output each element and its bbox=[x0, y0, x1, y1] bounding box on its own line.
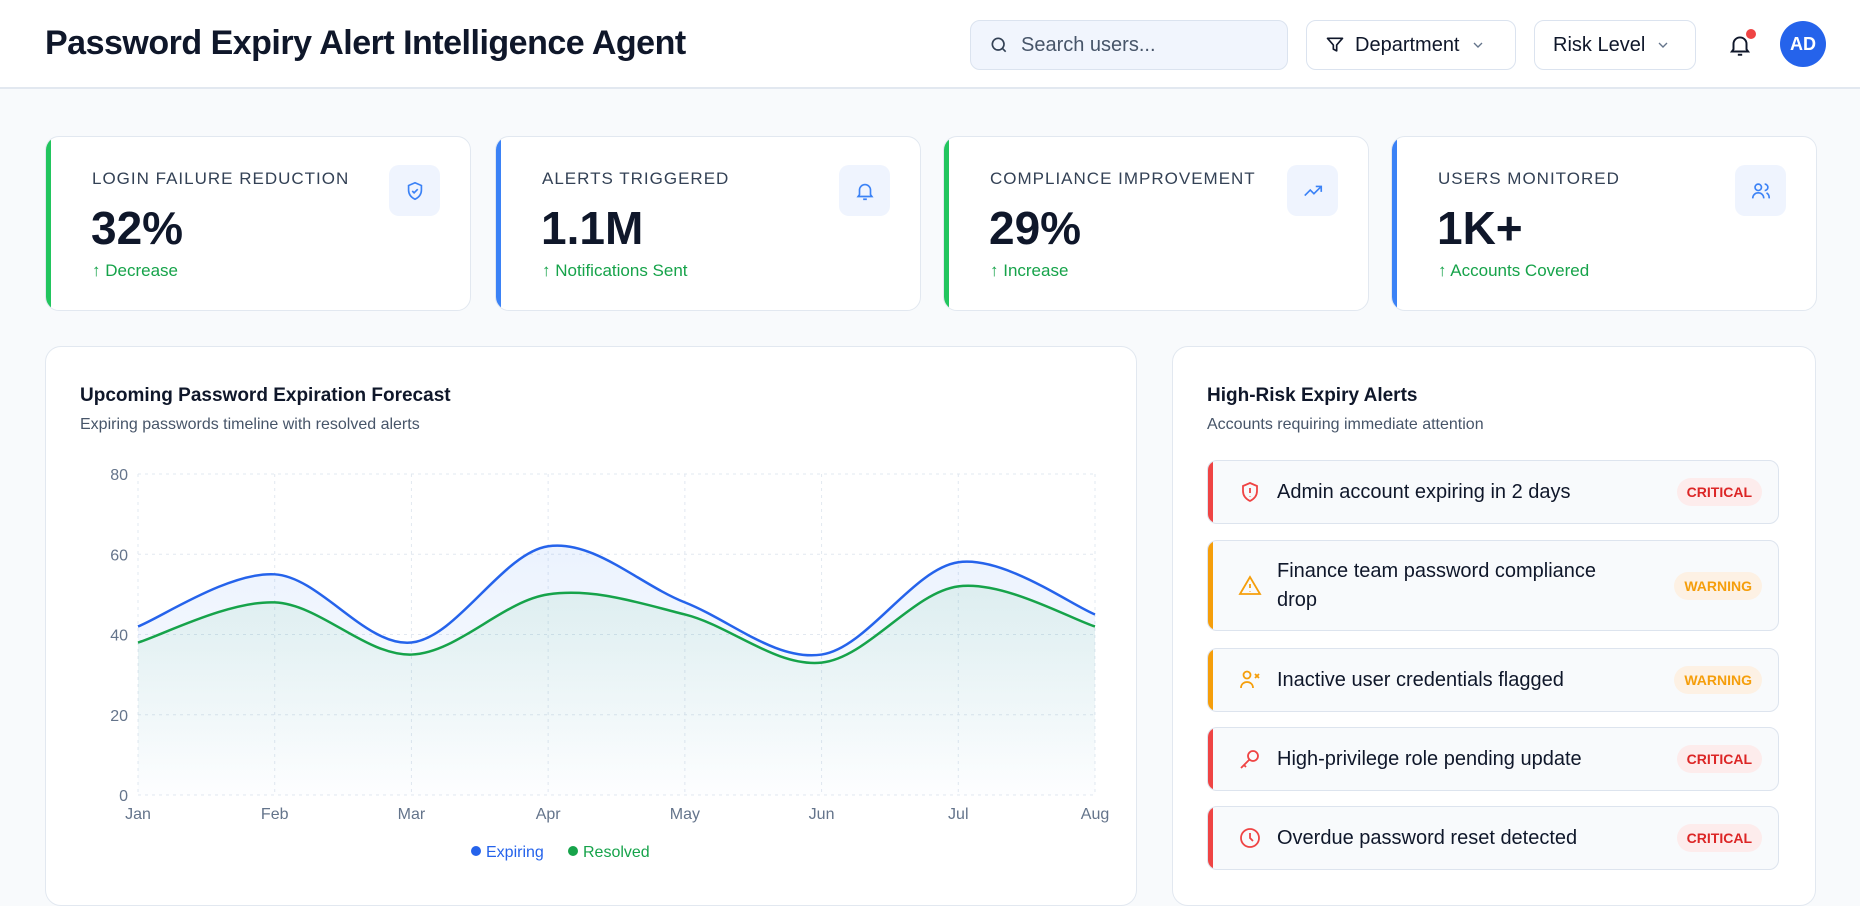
alerts-subtitle: Accounts requiring immediate attention bbox=[1207, 416, 1484, 433]
filter-icon bbox=[1326, 37, 1344, 52]
severity-bar bbox=[1208, 728, 1213, 790]
severity-badge: CRITICAL bbox=[1676, 745, 1762, 773]
alert-text: Overdue password reset detected bbox=[1277, 826, 1578, 849]
legend-label-resolved: Resolved bbox=[583, 844, 650, 861]
users-icon bbox=[1735, 165, 1786, 216]
warning-triangle-icon bbox=[1238, 574, 1262, 595]
page-title: Password Expiry Alert Intelligence Agent bbox=[45, 24, 686, 62]
x-tick-label: Jan bbox=[125, 806, 151, 823]
forecast-panel: Upcoming Password Expiration Forecast Ex… bbox=[45, 346, 1137, 906]
clock-icon bbox=[1240, 828, 1260, 848]
alerts-panel: High-Risk Expiry Alerts Accounts requiri… bbox=[1172, 346, 1816, 906]
kpi-card-users-monitored: USERS MONITORED 1K+ ↑ Accounts Covered bbox=[1391, 136, 1817, 311]
kpi-label: USERS MONITORED bbox=[1438, 169, 1620, 188]
kpi-card-alerts-triggered: ALERTS TRIGGERED 1.1M ↑ Notifications Se… bbox=[495, 136, 921, 311]
risk-level-label: Risk Level bbox=[1553, 33, 1646, 56]
alert-item[interactable]: Overdue password reset detected CRITICAL bbox=[1207, 806, 1779, 870]
search-icon bbox=[991, 37, 1007, 53]
legend-marker-expiring bbox=[471, 846, 481, 856]
y-tick-label: 20 bbox=[110, 708, 128, 725]
alert-item[interactable]: Finance team password compliance drop WA… bbox=[1207, 540, 1779, 631]
notification-bell-icon[interactable] bbox=[1727, 32, 1753, 58]
kpi-label: LOGIN FAILURE REDUCTION bbox=[92, 169, 350, 188]
search-box[interactable] bbox=[970, 20, 1288, 70]
avatar[interactable]: AD bbox=[1780, 21, 1826, 67]
x-tick-label: Apr bbox=[536, 806, 562, 823]
chevron-down-icon bbox=[1658, 42, 1668, 48]
area-resolved bbox=[138, 585, 1095, 795]
kpi-value: 32% bbox=[91, 202, 184, 254]
severity-badge: CRITICAL bbox=[1676, 478, 1762, 506]
risk-level-filter[interactable]: Risk Level bbox=[1534, 20, 1696, 70]
kpi-value: 1.1M bbox=[541, 202, 644, 254]
severity-badge: WARNING bbox=[1674, 666, 1762, 694]
y-tick-label: 0 bbox=[119, 788, 128, 805]
severity-badge: CRITICAL bbox=[1676, 824, 1762, 852]
kpi-card-login-failure: LOGIN FAILURE REDUCTION 32% ↑ Decrease bbox=[45, 136, 471, 311]
user-x-icon bbox=[1240, 670, 1260, 689]
department-label: Department bbox=[1355, 33, 1460, 56]
alert-item[interactable]: Inactive user credentials flagged WARNIN… bbox=[1207, 648, 1779, 712]
alert-item[interactable]: High-privilege role pending update CRITI… bbox=[1207, 727, 1779, 791]
department-filter[interactable]: Department bbox=[1306, 20, 1516, 70]
severity-bar bbox=[1208, 649, 1213, 711]
chart-legend: Expiring Resolved bbox=[471, 844, 650, 861]
severity-bar bbox=[1208, 461, 1213, 523]
kpi-value: 1K+ bbox=[1437, 202, 1523, 254]
x-tick-label: Aug bbox=[1081, 806, 1109, 823]
shield-check-icon bbox=[389, 165, 440, 216]
alert-text: High-privilege role pending update bbox=[1277, 747, 1582, 770]
search-input[interactable] bbox=[1021, 33, 1261, 57]
chevron-down-icon bbox=[1473, 42, 1482, 48]
alert-text: Inactive user credentials flagged bbox=[1277, 668, 1564, 691]
y-tick-label: 60 bbox=[110, 547, 128, 564]
kpi-trend: ↑ Decrease bbox=[92, 261, 178, 280]
alert-item[interactable]: Admin account expiring in 2 days CRITICA… bbox=[1207, 460, 1779, 524]
forecast-chart: 0 20 40 60 80 Jan Feb Mar Apr May Jun Jul Aug Expiri… bbox=[110, 467, 1109, 861]
forecast-title: Upcoming Password Expiration Forecast bbox=[80, 385, 451, 406]
severity-bar bbox=[1208, 807, 1213, 869]
kpi-trend: ↑ Increase bbox=[990, 261, 1069, 280]
accent-bar bbox=[46, 137, 51, 310]
accent-bar bbox=[1392, 137, 1397, 310]
kpi-trend: ↑ Notifications Sent bbox=[542, 261, 688, 280]
line-expiring bbox=[137, 544, 1096, 657]
x-tick-label: Jul bbox=[948, 806, 968, 823]
bell-icon bbox=[839, 165, 890, 216]
legend-label-expiring: Expiring bbox=[486, 844, 544, 861]
kpi-value: 29% bbox=[989, 202, 1082, 254]
line-resolved bbox=[137, 584, 1096, 665]
x-tick-label: Jun bbox=[809, 806, 835, 823]
forecast-subtitle: Expiring passwords timeline with resolve… bbox=[80, 416, 420, 433]
top-header: Password Expiry Alert Intelligence Agent… bbox=[0, 0, 1860, 89]
x-tick-label: Mar bbox=[398, 806, 426, 823]
alert-text: Finance team password compliance drop bbox=[1277, 559, 1597, 611]
kpi-label: COMPLIANCE IMPROVEMENT bbox=[990, 169, 1256, 188]
kpi-label: ALERTS TRIGGERED bbox=[542, 169, 730, 188]
notification-dot bbox=[1746, 29, 1756, 39]
trending-up-icon bbox=[1287, 165, 1338, 216]
alerts-title: High-Risk Expiry Alerts bbox=[1207, 385, 1418, 406]
shield-alert-icon bbox=[1242, 482, 1258, 503]
x-tick-label: May bbox=[670, 806, 700, 823]
severity-badge: WARNING bbox=[1674, 571, 1762, 600]
y-tick-label: 40 bbox=[110, 628, 128, 645]
key-icon bbox=[1240, 750, 1259, 769]
kpi-card-compliance: COMPLIANCE IMPROVEMENT 29% ↑ Increase bbox=[943, 136, 1369, 311]
legend-marker-resolved bbox=[568, 846, 578, 856]
alert-text: Admin account expiring in 2 days bbox=[1277, 480, 1571, 503]
severity-bar bbox=[1208, 541, 1213, 630]
kpi-trend: ↑ Accounts Covered bbox=[1438, 261, 1590, 280]
accent-bar bbox=[944, 137, 949, 310]
y-tick-label: 80 bbox=[110, 467, 128, 484]
x-tick-label: Feb bbox=[261, 806, 289, 823]
accent-bar bbox=[496, 137, 501, 310]
